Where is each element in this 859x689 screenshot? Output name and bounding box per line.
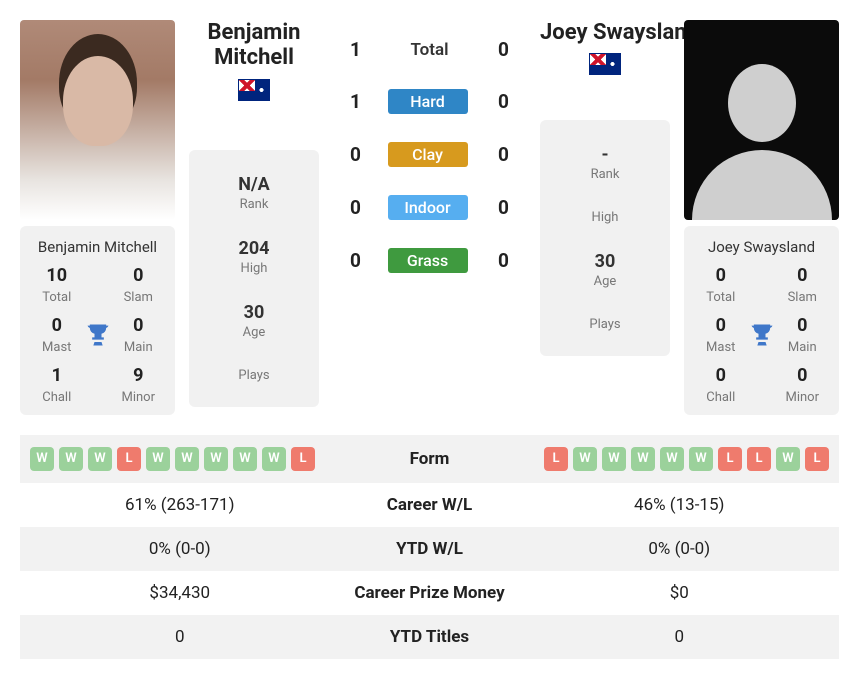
h2h-total-p1: 1 — [338, 38, 374, 61]
p1-column: Benjamin Mitchell 10Total 0Slam 0Mast 0M… — [20, 20, 175, 415]
surface-grass[interactable]: Grass — [388, 248, 468, 273]
row-label-form: Form — [330, 449, 530, 469]
p1-photo — [20, 20, 175, 220]
p2-titles-main: 0 — [788, 315, 817, 336]
p2-name-block: Joey Swaysland — [540, 20, 670, 79]
p2-prize: $0 — [530, 583, 830, 603]
h2h-hard-p2: 0 — [486, 90, 522, 113]
p1-titles-minor: 9 — [121, 365, 155, 386]
p2-ytd-wl: 0% (0-0) — [530, 539, 830, 559]
h2h-total-label: Total — [388, 40, 472, 60]
trophy-icon — [748, 321, 776, 349]
row-label-prize: Career Prize Money — [330, 583, 530, 603]
p1-titles-slam: 0 — [124, 265, 153, 286]
form-win[interactable]: W — [660, 447, 684, 471]
h2h-grass-p1: 0 — [338, 249, 374, 272]
p1-flag-icon — [238, 79, 270, 101]
h2h-hard-p1: 1 — [338, 90, 374, 113]
p1-career-wl: 61% (263-171) — [30, 495, 330, 515]
p1-prize: $34,430 — [30, 583, 330, 603]
p2-titles-name: Joey Swaysland — [694, 234, 829, 265]
p1-titles-mast: 0 — [42, 315, 71, 336]
p2-career-wl: 46% (13-15) — [530, 495, 830, 515]
h2h-total-p2: 0 — [486, 38, 522, 61]
form-win[interactable]: W — [30, 447, 54, 471]
form-win[interactable]: W — [233, 447, 257, 471]
form-win[interactable]: W — [689, 447, 713, 471]
p2-name[interactable]: Joey Swaysland — [540, 20, 670, 45]
h2h-clay-p1: 0 — [338, 143, 374, 166]
p1-name-block: Benjamin Mitchell — [189, 20, 319, 105]
trophy-icon — [84, 321, 112, 349]
surface-clay[interactable]: Clay — [388, 142, 468, 167]
form-win[interactable]: W — [573, 447, 597, 471]
p1-titles-chall: 1 — [42, 365, 71, 386]
row-label-ytd-wl: YTD W/L — [330, 539, 530, 559]
form-win[interactable]: W — [204, 447, 228, 471]
p2-form: LWWWWWLLWL — [530, 447, 830, 471]
p1-age: 30 — [189, 302, 319, 323]
p1-form: WWWLWWWWWL — [30, 447, 330, 471]
p2-titles-card: Joey Swaysland 0Total 0Slam 0Mast 0Main … — [684, 226, 839, 415]
p2-ytd-titles: 0 — [530, 627, 830, 647]
form-loss[interactable]: L — [805, 447, 829, 471]
surface-hard[interactable]: Hard — [388, 89, 468, 114]
p1-rank: N/A — [189, 174, 319, 195]
form-win[interactable]: W — [175, 447, 199, 471]
surface-indoor[interactable]: Indoor — [388, 195, 468, 220]
form-loss[interactable]: L — [747, 447, 771, 471]
form-win[interactable]: W — [262, 447, 286, 471]
form-win[interactable]: W — [59, 447, 83, 471]
p1-ytd-wl: 0% (0-0) — [30, 539, 330, 559]
p2-titles-total: 0 — [706, 265, 735, 286]
form-win[interactable]: W — [146, 447, 170, 471]
h2h-indoor-p1: 0 — [338, 196, 374, 219]
comparison-table: WWWLWWWWWL Form LWWWWWLLWL 61% (263-171)… — [20, 435, 839, 659]
p2-titles-mast: 0 — [706, 315, 735, 336]
h2h-column: 1 Total 0 1 Hard 0 0 Clay 0 0 Indoor 0 0… — [333, 20, 526, 301]
p1-titles-total: 10 — [42, 265, 71, 286]
p2-info-column: Joey Swaysland -Rank High 30Age Plays — [540, 20, 670, 356]
p2-rank: - — [540, 144, 670, 165]
p2-photo — [684, 20, 839, 220]
p2-titles-minor: 0 — [785, 365, 819, 386]
row-label-career-wl: Career W/L — [330, 495, 530, 515]
row-label-ytd-titles: YTD Titles — [330, 627, 530, 647]
form-loss[interactable]: L — [544, 447, 568, 471]
p2-titles-chall: 0 — [706, 365, 735, 386]
p1-titles-card: Benjamin Mitchell 10Total 0Slam 0Mast 0M… — [20, 226, 175, 415]
p1-info-column: Benjamin Mitchell N/ARank 204High 30Age … — [189, 20, 319, 407]
p1-titles-name: Benjamin Mitchell — [30, 234, 165, 265]
p1-stat-card: N/ARank 204High 30Age Plays — [189, 150, 319, 407]
p1-ytd-titles: 0 — [30, 627, 330, 647]
form-win[interactable]: W — [602, 447, 626, 471]
player-comparison-header: Benjamin Mitchell 10Total 0Slam 0Mast 0M… — [20, 20, 839, 415]
p1-titles-main: 0 — [124, 315, 153, 336]
p1-name[interactable]: Benjamin Mitchell — [189, 20, 319, 71]
form-win[interactable]: W — [631, 447, 655, 471]
h2h-indoor-p2: 0 — [486, 196, 522, 219]
h2h-clay-p2: 0 — [486, 143, 522, 166]
form-loss[interactable]: L — [291, 447, 315, 471]
form-win[interactable]: W — [88, 447, 112, 471]
p2-flag-icon — [589, 53, 621, 75]
form-win[interactable]: W — [776, 447, 800, 471]
form-loss[interactable]: L — [718, 447, 742, 471]
p2-titles-slam: 0 — [788, 265, 817, 286]
p2-age: 30 — [540, 251, 670, 272]
p2-stat-card: -Rank High 30Age Plays — [540, 120, 670, 356]
form-loss[interactable]: L — [117, 447, 141, 471]
h2h-grass-p2: 0 — [486, 249, 522, 272]
p2-column: Joey Swaysland 0Total 0Slam 0Mast 0Main … — [684, 20, 839, 415]
p1-high: 204 — [189, 238, 319, 259]
